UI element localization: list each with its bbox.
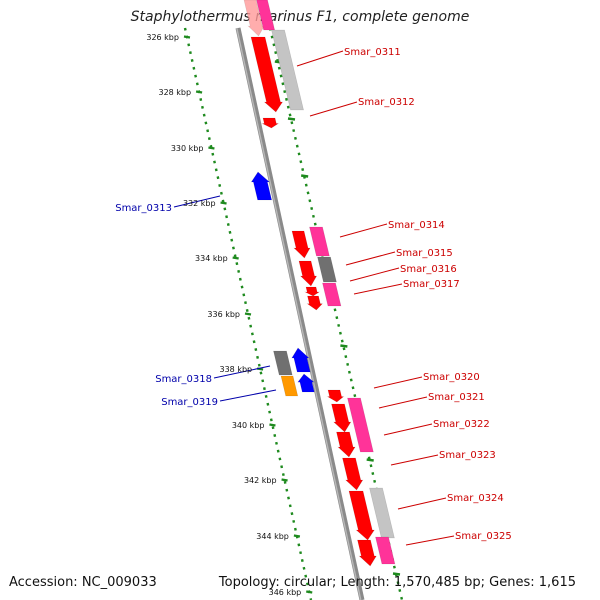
- gene-label: Smar_0324: [447, 493, 504, 504]
- gene-label: Smar_0322: [433, 419, 490, 430]
- gene-label: Smar_0325: [455, 531, 512, 542]
- gene-feature: [243, 0, 265, 37]
- kbp-major-tick: [244, 312, 252, 316]
- backbone-line: [235, 27, 365, 600]
- gene-label: Smar_0320: [423, 372, 480, 383]
- right-major-tick: [300, 174, 309, 178]
- kbp-label: 332 kbp: [183, 199, 216, 208]
- gene-feature: [326, 389, 345, 403]
- kbp-major-tick: [195, 90, 203, 94]
- label-leader-line: [339, 223, 388, 238]
- gene-feature: [306, 295, 324, 311]
- gene-feature: [322, 282, 342, 307]
- kbp-major-tick: [293, 534, 301, 538]
- label-leader-line: [213, 365, 271, 379]
- gene-feature: [336, 431, 356, 458]
- label-leader-line: [383, 423, 433, 436]
- gene-feature: [309, 226, 330, 257]
- gene-feature: [250, 171, 273, 201]
- genome-summary-text: Topology: circular; Length: 1,570,485 bp…: [218, 575, 576, 590]
- kbp-label: 338 kbp: [220, 365, 253, 374]
- gene-feature: [298, 260, 318, 287]
- label-leader-line: [349, 267, 400, 282]
- gene-feature: [291, 230, 311, 259]
- gene-feature: [375, 536, 396, 565]
- accession-text: Accession: NC_009033: [9, 575, 157, 590]
- label-leader-line: [405, 535, 455, 546]
- kbp-major-tick: [232, 256, 239, 260]
- left-tick-track: [183, 27, 313, 600]
- gene-label: Smar_0317: [403, 279, 460, 290]
- kbp-major-tick: [220, 201, 227, 205]
- kbp-major-tick: [208, 146, 215, 150]
- label-leader-line: [390, 454, 439, 466]
- kbp-major-tick: [269, 423, 276, 427]
- label-leader-line: [378, 396, 428, 409]
- kbp-labels: 326 kbp 328 kbp 330 kbp 332 kbp 334 kbp 336 k…: [146, 33, 301, 597]
- gene-label: Smar_0318: [155, 374, 212, 385]
- label-leader-line: [296, 50, 344, 67]
- gene-feature: [271, 29, 304, 111]
- label-leaders: [173, 50, 455, 546]
- kbp-label: 336 kbp: [207, 310, 240, 319]
- backbone-highlight: [236, 27, 362, 600]
- kbp-major-tick: [183, 35, 191, 39]
- right-major-tick: [392, 572, 401, 576]
- gene-feature: [261, 117, 280, 129]
- gene-feature: [348, 490, 375, 541]
- gene-label: Smar_0314: [388, 220, 445, 231]
- gene-feature: [297, 373, 315, 393]
- gene-feature: [331, 403, 352, 433]
- gene-label: Smar_0312: [358, 97, 415, 108]
- label-leader-line: [173, 195, 221, 208]
- gene-feature: [317, 256, 337, 283]
- kbp-label: 346 kbp: [269, 588, 302, 597]
- gene-label: Smar_0321: [428, 392, 485, 403]
- label-leader-line: [353, 283, 403, 295]
- genome-backbone: [235, 27, 365, 600]
- kbp-label: 340 kbp: [232, 421, 265, 430]
- gene-label: Smar_0315: [396, 248, 453, 259]
- right-major-tick: [366, 458, 374, 462]
- gene-feature: [291, 347, 311, 373]
- kbp-major-tick: [306, 590, 313, 594]
- gene-feature: [273, 350, 293, 376]
- gene-feature: [357, 539, 377, 567]
- gene-features: [243, 0, 396, 567]
- gene-feature: [303, 286, 321, 297]
- kbp-label: 330 kbp: [171, 144, 204, 153]
- gene-feature: [347, 397, 374, 453]
- right-major-tick: [287, 117, 296, 121]
- label-leader-line: [397, 497, 447, 510]
- kbp-label: 328 kbp: [158, 88, 191, 97]
- label-leader-line: [219, 389, 277, 402]
- label-leader-line: [345, 251, 396, 266]
- kbp-label: 342 kbp: [244, 476, 277, 485]
- kbp-label: 344 kbp: [256, 532, 289, 541]
- kbp-major-tick: [281, 478, 288, 482]
- gene-label: Smar_0316: [400, 264, 457, 275]
- gene-feature: [250, 36, 284, 113]
- label-leader-line: [309, 101, 358, 117]
- kbp-label: 334 kbp: [195, 254, 228, 263]
- label-leader-line: [373, 376, 423, 389]
- right-major-tick: [340, 344, 348, 348]
- gene-label: Smar_0319: [161, 397, 218, 408]
- gene-label: Smar_0311: [344, 47, 401, 58]
- gene-label: Smar_0313: [115, 203, 172, 214]
- kbp-label: 326 kbp: [146, 33, 179, 42]
- left-dotted-track: [183, 27, 313, 600]
- gene-label: Smar_0323: [439, 450, 496, 461]
- gene-feature: [369, 487, 395, 539]
- gene-labels: Smar_0311 Smar_0312 Smar_0313 Smar_0314 Smar…: [115, 47, 512, 542]
- map-title: Staphylothermus marinus F1, complete gen…: [130, 9, 470, 25]
- gene-feature: [280, 375, 299, 397]
- gene-feature: [342, 457, 364, 491]
